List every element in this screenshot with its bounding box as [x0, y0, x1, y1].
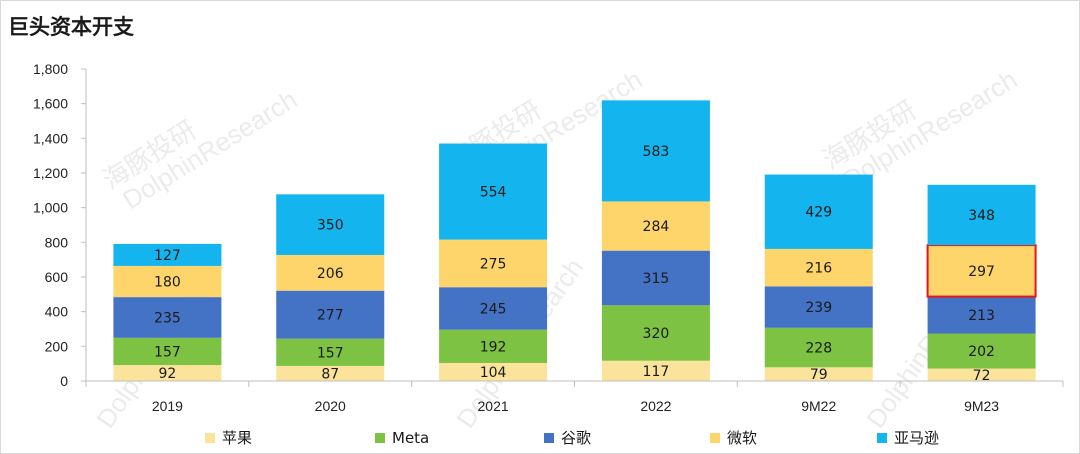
x-tick-label: 2021 — [478, 398, 509, 414]
y-tick-label: 1,000 — [33, 200, 68, 216]
bar-segment — [113, 365, 222, 381]
bar-segment — [113, 297, 222, 338]
legend-swatch — [205, 433, 215, 443]
y-tick-label: 1,600 — [33, 96, 68, 112]
data-label: 348 — [968, 208, 995, 224]
legend-label: 谷歌 — [561, 429, 591, 447]
data-label: 297 — [968, 264, 995, 280]
data-label: 104 — [480, 365, 507, 381]
bar-segment — [439, 287, 548, 330]
y-tick-label: 800 — [45, 234, 69, 250]
bar-segment — [764, 286, 873, 328]
bar-segment — [276, 254, 385, 291]
legend-swatch — [877, 433, 887, 443]
data-label: 277 — [317, 308, 344, 324]
bar-segment — [601, 360, 710, 381]
bar-segment — [601, 305, 710, 361]
legend-swatch — [710, 433, 720, 443]
bar-segment — [113, 243, 222, 266]
data-label: 79 — [810, 367, 828, 383]
data-label: 239 — [805, 300, 832, 316]
bar-segment — [276, 290, 385, 339]
data-label: 245 — [480, 301, 507, 317]
data-label: 206 — [317, 266, 344, 282]
bar-segment — [927, 296, 1036, 334]
data-label: 235 — [154, 310, 181, 326]
x-tick-label: 2020 — [315, 398, 346, 414]
y-tick-label: 1,200 — [33, 165, 68, 181]
bar-segment — [439, 329, 548, 363]
data-label: 72 — [973, 368, 991, 384]
bar-segment — [764, 248, 873, 287]
bar-segment — [276, 365, 385, 381]
bar-segment — [927, 368, 1036, 381]
x-tick-label: 9M23 — [964, 398, 999, 414]
data-label: 117 — [643, 364, 670, 380]
data-label: 180 — [154, 275, 181, 291]
bar-segment — [439, 239, 548, 288]
legend-label: 苹果 — [222, 429, 252, 447]
bar-segment — [601, 250, 710, 306]
data-label: 315 — [643, 271, 670, 287]
y-tick-label: 1,400 — [33, 130, 68, 146]
data-label: 157 — [154, 344, 181, 360]
data-label: 284 — [643, 219, 670, 235]
chart-title: 巨头资本开支 — [8, 15, 135, 39]
bar-segment — [927, 184, 1036, 246]
bar-segment — [276, 194, 385, 255]
bar-segment — [764, 174, 873, 249]
y-tick-label: 200 — [45, 338, 69, 354]
y-axis: 0 200 400 600 800 1,000 1,200 1,400 1,600 1,800 — [33, 61, 87, 389]
bar-segment — [276, 338, 385, 366]
y-tick-label: 600 — [45, 269, 69, 285]
data-label: 216 — [805, 261, 832, 277]
legend-swatch — [544, 433, 554, 443]
bar-segment — [601, 100, 710, 202]
data-label: 228 — [805, 341, 832, 357]
legend-swatch — [375, 433, 385, 443]
bar-segment — [601, 201, 710, 251]
data-label: 320 — [643, 326, 670, 342]
data-label: 202 — [968, 344, 995, 360]
legend-label: 微软 — [727, 429, 757, 447]
bar-segment — [113, 265, 222, 298]
bar-segment — [927, 333, 1036, 369]
bar-segment — [439, 362, 548, 381]
data-label: 275 — [480, 256, 507, 272]
y-tick-label: 400 — [45, 304, 69, 320]
data-label: 127 — [154, 248, 181, 264]
bar-segment — [926, 244, 1037, 298]
legend: 苹果 Meta 谷歌 微软 亚马逊 — [205, 429, 939, 447]
data-label: 87 — [321, 366, 339, 382]
x-tick-label: 2022 — [640, 398, 671, 414]
y-tick-label: 1,800 — [33, 61, 68, 77]
x-tick-label: 2019 — [152, 398, 183, 414]
x-tick-label: 9M22 — [801, 398, 836, 414]
data-label: 157 — [317, 345, 344, 361]
data-label: 92 — [159, 366, 177, 382]
data-label: 429 — [805, 205, 832, 221]
data-label: 192 — [480, 339, 507, 355]
data-label: 350 — [317, 218, 344, 234]
y-tick-label: 0 — [60, 373, 68, 389]
data-label: 213 — [968, 308, 995, 324]
bar-segment — [764, 327, 873, 368]
legend-label: 亚马逊 — [894, 429, 939, 447]
legend-label: Meta — [392, 429, 429, 447]
bars: 92 157 235 180 127 87 157 277 206 350 104 192 245 275… — [113, 100, 1037, 384]
data-label: 583 — [643, 144, 670, 160]
bar-segment — [439, 143, 548, 240]
bar-segment — [113, 337, 222, 366]
data-label: 554 — [480, 185, 507, 201]
bar-segment — [764, 367, 873, 381]
x-axis: 2019 2020 2021 2022 9M22 9M23 — [85, 380, 1064, 414]
